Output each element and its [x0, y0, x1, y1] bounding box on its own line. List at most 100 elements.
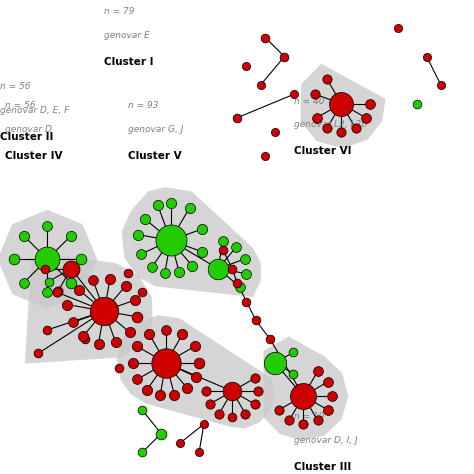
Point [241, 410, 249, 418]
Point [206, 401, 213, 408]
Point [192, 373, 200, 381]
Point [255, 387, 262, 395]
Point [337, 128, 345, 136]
Point [143, 386, 151, 394]
Polygon shape [25, 256, 153, 364]
Point [134, 231, 142, 238]
Point [423, 53, 430, 60]
Point [300, 392, 307, 400]
Text: genovar E: genovar E [104, 31, 150, 40]
Point [148, 264, 155, 271]
Point [122, 282, 129, 290]
Point [228, 413, 236, 421]
Point [162, 359, 170, 367]
Point [266, 336, 274, 343]
Point [75, 286, 82, 294]
Point [115, 364, 122, 372]
Point [167, 237, 174, 244]
Point [44, 255, 51, 263]
Point [200, 420, 208, 428]
Point [129, 359, 137, 367]
Point [133, 343, 141, 350]
Point [337, 100, 345, 108]
Point [257, 81, 264, 89]
Point [156, 392, 164, 399]
Point [100, 307, 108, 315]
Point [262, 152, 269, 159]
Point [243, 298, 250, 305]
Text: Cluster VI: Cluster VI [294, 146, 351, 156]
Point [323, 124, 331, 132]
Point [69, 319, 77, 326]
Polygon shape [0, 210, 97, 309]
Point [20, 279, 28, 286]
Point [251, 401, 259, 408]
Text: genovar G, J: genovar G, J [128, 125, 183, 134]
Point [77, 255, 84, 263]
Point [314, 417, 321, 424]
Point [362, 114, 370, 122]
Point [241, 255, 248, 263]
Point [228, 265, 236, 273]
Polygon shape [117, 315, 274, 428]
Text: genovar D, E, F: genovar D, E, F [0, 106, 69, 115]
Point [82, 336, 89, 343]
Point [228, 387, 236, 395]
Point [188, 262, 196, 269]
Point [290, 348, 297, 356]
Point [10, 255, 18, 263]
Text: Cluster IV: Cluster IV [5, 151, 62, 161]
Point [300, 420, 307, 428]
Point [233, 243, 240, 251]
Point [219, 237, 227, 245]
Text: genovar D, I, J: genovar D, I, J [294, 436, 357, 445]
Point [195, 449, 203, 456]
Point [314, 368, 321, 375]
Text: n = 56: n = 56 [0, 82, 30, 91]
Point [41, 265, 49, 273]
Point [132, 296, 139, 303]
Point [63, 301, 71, 308]
Point [215, 410, 223, 418]
Point [89, 276, 97, 284]
Point [243, 62, 250, 70]
Point [191, 343, 199, 350]
Point [323, 75, 331, 83]
Polygon shape [264, 337, 348, 441]
Point [275, 406, 283, 414]
Point [67, 265, 75, 273]
Point [161, 269, 169, 277]
Point [202, 387, 210, 395]
Point [413, 100, 421, 108]
Point [146, 330, 153, 338]
Text: Cluster I: Cluster I [104, 56, 154, 66]
Polygon shape [122, 187, 261, 297]
Point [138, 406, 146, 414]
Point [106, 275, 114, 283]
Point [138, 449, 146, 456]
Point [328, 392, 336, 400]
Point [352, 124, 359, 132]
Point [183, 384, 191, 392]
Point [219, 246, 227, 254]
Point [198, 225, 206, 233]
Text: Cluster V: Cluster V [128, 151, 182, 161]
Point [271, 128, 279, 136]
Text: genovar L2, L2b: genovar L2, L2b [294, 120, 367, 129]
Point [313, 114, 320, 122]
Point [79, 333, 87, 340]
Point [290, 91, 298, 98]
Text: n = 40: n = 40 [294, 97, 324, 106]
Point [133, 375, 141, 383]
Text: n = 79: n = 79 [104, 7, 135, 16]
Point [133, 313, 141, 320]
Point [20, 232, 28, 240]
Point [55, 287, 62, 295]
Point [67, 279, 74, 286]
Text: genovar D: genovar D [5, 125, 52, 134]
Point [233, 279, 241, 287]
Text: n = 56: n = 56 [5, 101, 35, 110]
Point [124, 270, 132, 277]
Point [394, 25, 402, 32]
Point [44, 326, 51, 334]
